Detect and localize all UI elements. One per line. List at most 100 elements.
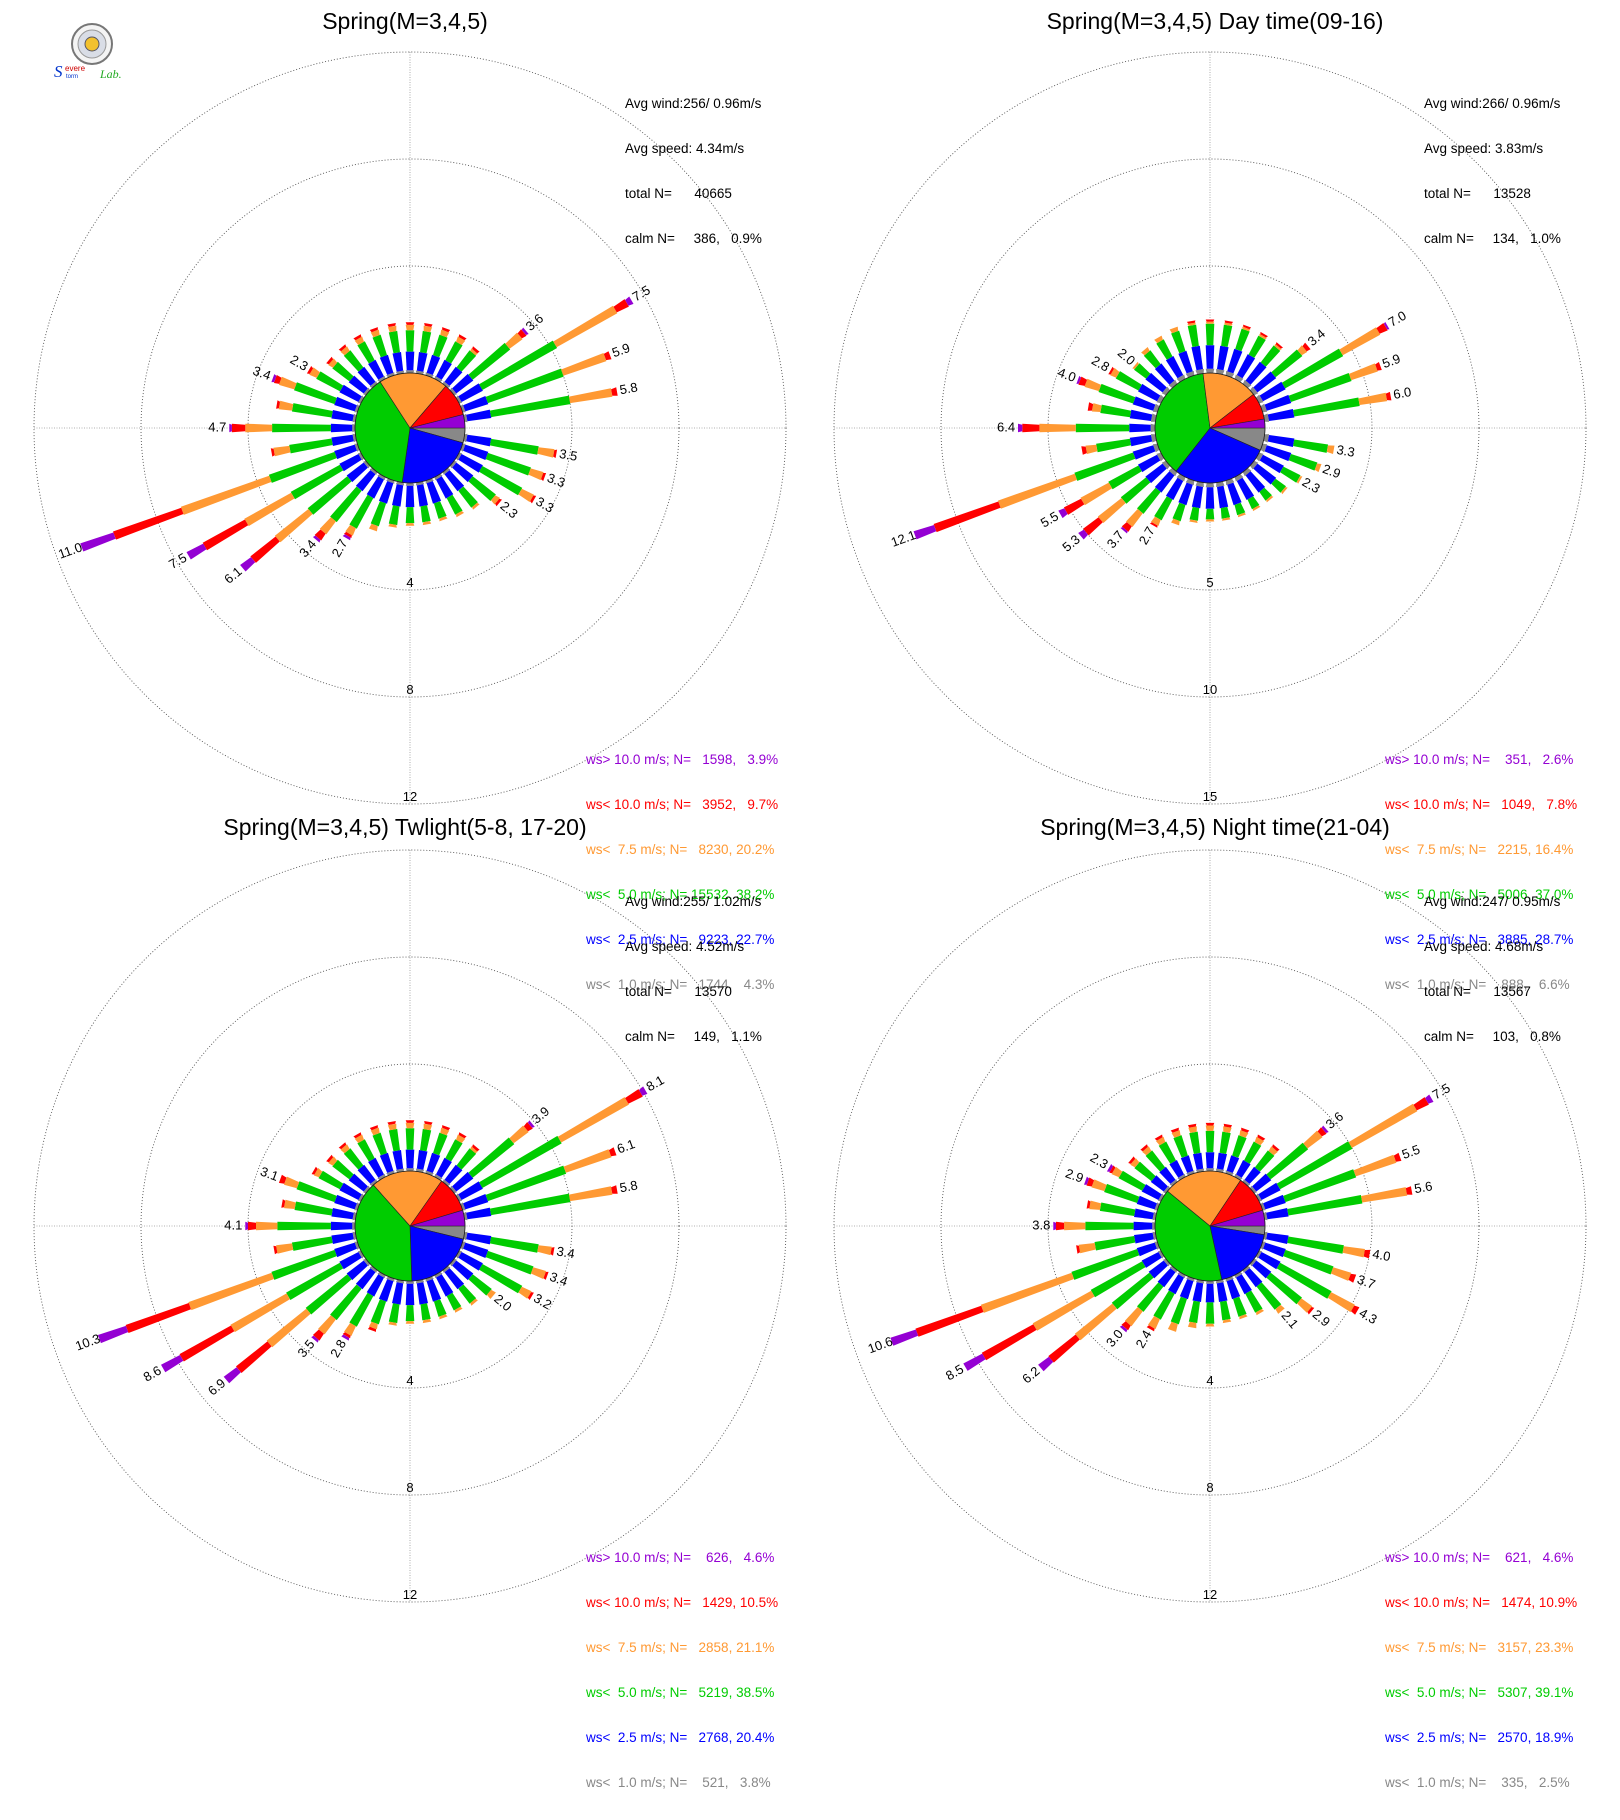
bar-dir-0 (405, 1120, 415, 1171)
bar-label: 2.9 (1063, 1165, 1085, 1185)
bar-segment-lt10 (1108, 366, 1114, 375)
bar-dir-60 (456, 1086, 648, 1202)
bar-segment-lt2_5 (1154, 471, 1175, 493)
bar-segment-lt10 (1205, 319, 1215, 322)
bar-segment-lt5 (1143, 350, 1161, 369)
bar-dir-200 (367, 1276, 395, 1332)
ring-label: 4 (406, 1373, 413, 1388)
bar-segment-lt7_5 (1064, 1221, 1086, 1231)
bar-segment-lt7_5 (1266, 495, 1274, 503)
bar-label: 10.3 (73, 1331, 102, 1354)
bar-dir-110 (460, 1241, 549, 1280)
windrose-panel-1: 5 10 15 3.4 7.0 5.9 6.0 3.3 2.9 2.3 2.7 3.7 5.3 5.5 12… (810, 0, 1620, 992)
bar-segment-lt5 (468, 1137, 515, 1178)
bar-segment-lt5 (1071, 1249, 1140, 1280)
bar-segment-lt7_5 (1303, 1130, 1323, 1149)
bar-segment-lt1 (1163, 1185, 1170, 1194)
bar-segment-lt5 (1115, 371, 1142, 391)
bar-segment-lt10 (523, 1122, 533, 1132)
bar-segment-lt7_5 (1205, 1323, 1215, 1327)
bar-segment-lt10 (281, 1199, 286, 1208)
bar-segment-lt2_5 (444, 470, 465, 492)
bar-dir-150 (1234, 1272, 1264, 1316)
bar-segment-lt7_5 (1124, 1307, 1143, 1327)
legend-entry-lt5: ws< 5.0 m/s; N= 5307, 39.1% (1385, 1685, 1574, 1700)
bar-segment-lt2_5 (1216, 1152, 1227, 1170)
bar-segment-lt5 (1244, 1141, 1262, 1164)
bar-segment-lt5 (294, 382, 337, 405)
bar-segment-lt1 (1169, 1179, 1178, 1186)
bar-dir-120 (456, 452, 537, 504)
bar-segment-lt1 (1216, 481, 1225, 488)
bar-segment-lt10 (338, 1142, 347, 1150)
bar-segment-lt2_5 (357, 366, 376, 386)
grid-ring (247, 265, 573, 591)
bar-segment-lt2_5 (416, 1150, 428, 1170)
bar-label: 3.9 (529, 1103, 552, 1126)
bar-segment-lt1 (1205, 1281, 1215, 1284)
bar-segment-lt10 (611, 387, 618, 396)
bar-segment-lt5 (1187, 324, 1199, 347)
bar-segment-lt1 (1256, 452, 1264, 462)
ring-label: 12 (403, 1587, 417, 1602)
bar-dir-330 (1154, 1134, 1186, 1180)
bar-segment-lt10 (1170, 1127, 1179, 1133)
bar-segment-lt10 (1223, 1123, 1233, 1128)
bar-dir-30 (434, 1132, 467, 1180)
bar-dir-220 (312, 468, 378, 543)
bar-segment-lt1 (1177, 1173, 1186, 1180)
bar-segment-lt5 (1219, 1131, 1231, 1154)
bar-segment-lt1 (1169, 1266, 1178, 1273)
bar-segment-lt7_5 (405, 1321, 415, 1324)
bar-segment-lt5 (1220, 1300, 1231, 1321)
bar-segment-lt7_5 (422, 1319, 432, 1324)
bar-segment-lt1 (1154, 1241, 1160, 1250)
bar-segment-lt2_5 (392, 484, 404, 507)
bar-segment-lt7_5 (557, 1097, 629, 1143)
bar-segment-lt1 (425, 478, 434, 484)
grid-ring (1047, 1063, 1373, 1389)
bar-segment-lt2_5 (1205, 345, 1215, 369)
bar-segment-lt2_5 (1259, 381, 1286, 402)
bar-label: 6.2 (1019, 1363, 1042, 1386)
bar-label: 6.4 (997, 419, 1015, 434)
bar-dir-50 (450, 327, 529, 396)
bar-segment-lt7_5 (569, 388, 613, 404)
bar-dir-310 (326, 1154, 370, 1194)
bar-segment-gt10 (890, 1329, 919, 1346)
legend-entry-lt2-5: ws< 2.5 m/s; N= 2570, 18.9% (1385, 1730, 1574, 1745)
bar-segment-lt5 (1266, 1142, 1309, 1180)
bar-segment-lt7_5 (354, 1134, 364, 1143)
bar-segment-lt5 (1170, 1296, 1187, 1325)
bar-segment-lt1 (434, 375, 443, 382)
bar-segment-lt5 (1171, 330, 1186, 354)
bar-segment-lt5 (1099, 1202, 1136, 1216)
bar-dir-300 (306, 366, 364, 404)
bar-segment-lt7_5 (1296, 476, 1303, 484)
bar-label: 3.5 (294, 1337, 317, 1360)
bar-segment-lt1 (386, 1170, 395, 1176)
bar-segment-lt5 (332, 1159, 354, 1180)
bar-segment-lt7_5 (530, 1267, 547, 1279)
bar-segment-lt1 (1234, 374, 1244, 382)
bar-segment-lt2_5 (463, 1194, 489, 1210)
bar-segment-lt2_5 (1205, 1152, 1215, 1169)
bar-segment-lt7_5 (470, 1298, 478, 1306)
bar-segment-lt2_5 (366, 1274, 384, 1297)
grid-ring (140, 956, 680, 1496)
bar-segment-lt10 (1121, 522, 1132, 532)
bar-dir-160 (425, 478, 448, 522)
bar-label: 2.8 (327, 1337, 349, 1360)
bar-segment-lt5 (405, 1128, 415, 1150)
bar-segment-lt10 (1146, 1325, 1155, 1332)
bar-segment-lt1 (450, 1258, 457, 1267)
bar-segment-lt10 (611, 1185, 618, 1194)
bar-segment-lt7_5 (1256, 1309, 1264, 1316)
bar-segment-lt5 (489, 1193, 571, 1216)
bar-label: 5.9 (610, 340, 632, 360)
bar-label: 3.2 (531, 1290, 554, 1312)
bar-dir-120 (1256, 452, 1303, 484)
bar-label: 4.7 (208, 419, 226, 434)
bar-dir-130 (1250, 1258, 1315, 1315)
windrose-svg-1: 5 10 15 3.4 7.0 5.9 6.0 3.32.92.3 2.7 3.7 5.35.5 12… (833, 51, 1587, 805)
